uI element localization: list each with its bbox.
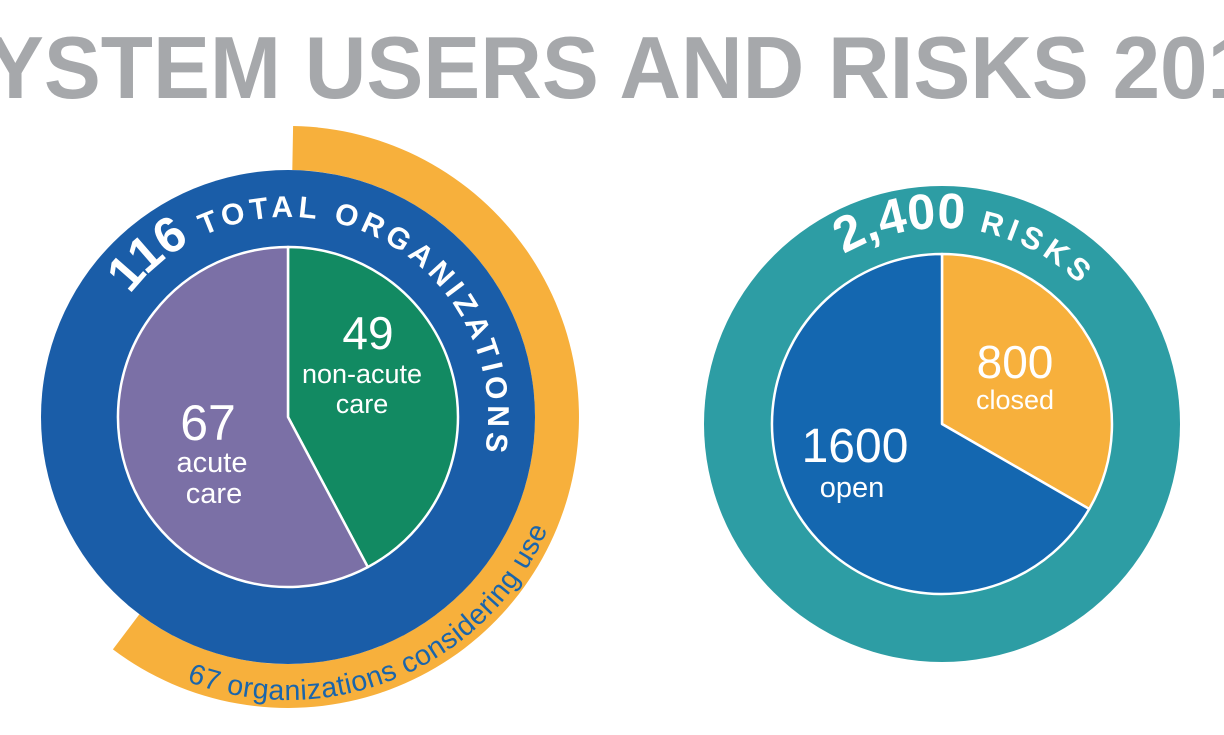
slice-open-risks (770, 252, 1091, 596)
open-risks-label: open (820, 472, 885, 504)
closed-risks-label: closed (976, 385, 1054, 415)
acute-care-value: 67 (180, 395, 236, 451)
considering-use-arc (112, 126, 579, 708)
acute-care-label-line1: acute (177, 447, 248, 479)
acute-care-label-line2: care (186, 478, 242, 510)
page-title: SYSTEM USERS AND RISKS 201 (0, 18, 1224, 117)
non-acute-care-value: 49 (342, 307, 393, 359)
slice-non-acute-care (286, 245, 460, 569)
closed-risks-value: 800 (977, 336, 1054, 388)
organizations-donut-chart: 116 TOTAL ORGANIZATIONS 67 organizations… (41, 126, 579, 708)
non-acute-care-label-line2: care (336, 389, 389, 419)
non-acute-care-label-line1: non-acute (302, 359, 422, 389)
open-risks-value: 1600 (802, 420, 909, 473)
slice-closed-risks (940, 252, 1114, 511)
slice-acute-care (116, 245, 370, 589)
risks-donut-chart: 2,400 RISKS 800 closed 1600 open (704, 183, 1180, 662)
